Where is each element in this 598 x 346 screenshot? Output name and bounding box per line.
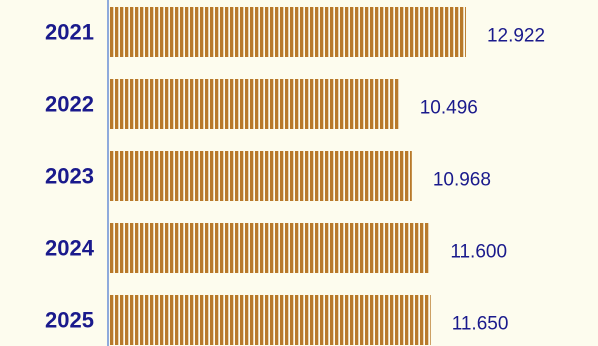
bar-2023 (108, 151, 412, 201)
bars-group (108, 7, 466, 345)
bar-2024 (108, 223, 430, 273)
category-label-2023: 2023 (45, 164, 94, 189)
category-labels-group: 2021 2022 2023 2024 2025 (45, 20, 95, 333)
value-label-2021: 12.922 (487, 26, 545, 47)
bar-2021 (108, 7, 466, 57)
category-label-2025: 2025 (45, 308, 94, 333)
value-label-2023: 10.968 (433, 170, 491, 191)
category-label-2022: 2022 (45, 92, 94, 117)
value-labels-group: 12.922 10.496 10.968 11.600 11.650 (420, 26, 545, 335)
value-label-2024: 11.600 (450, 242, 507, 263)
bar-2022 (108, 79, 399, 129)
bar-2025 (108, 295, 431, 345)
category-label-2024: 2024 (45, 236, 95, 261)
category-label-2021: 2021 (45, 20, 94, 45)
value-label-2025: 11.650 (452, 314, 509, 335)
value-label-2022: 10.496 (420, 98, 478, 119)
